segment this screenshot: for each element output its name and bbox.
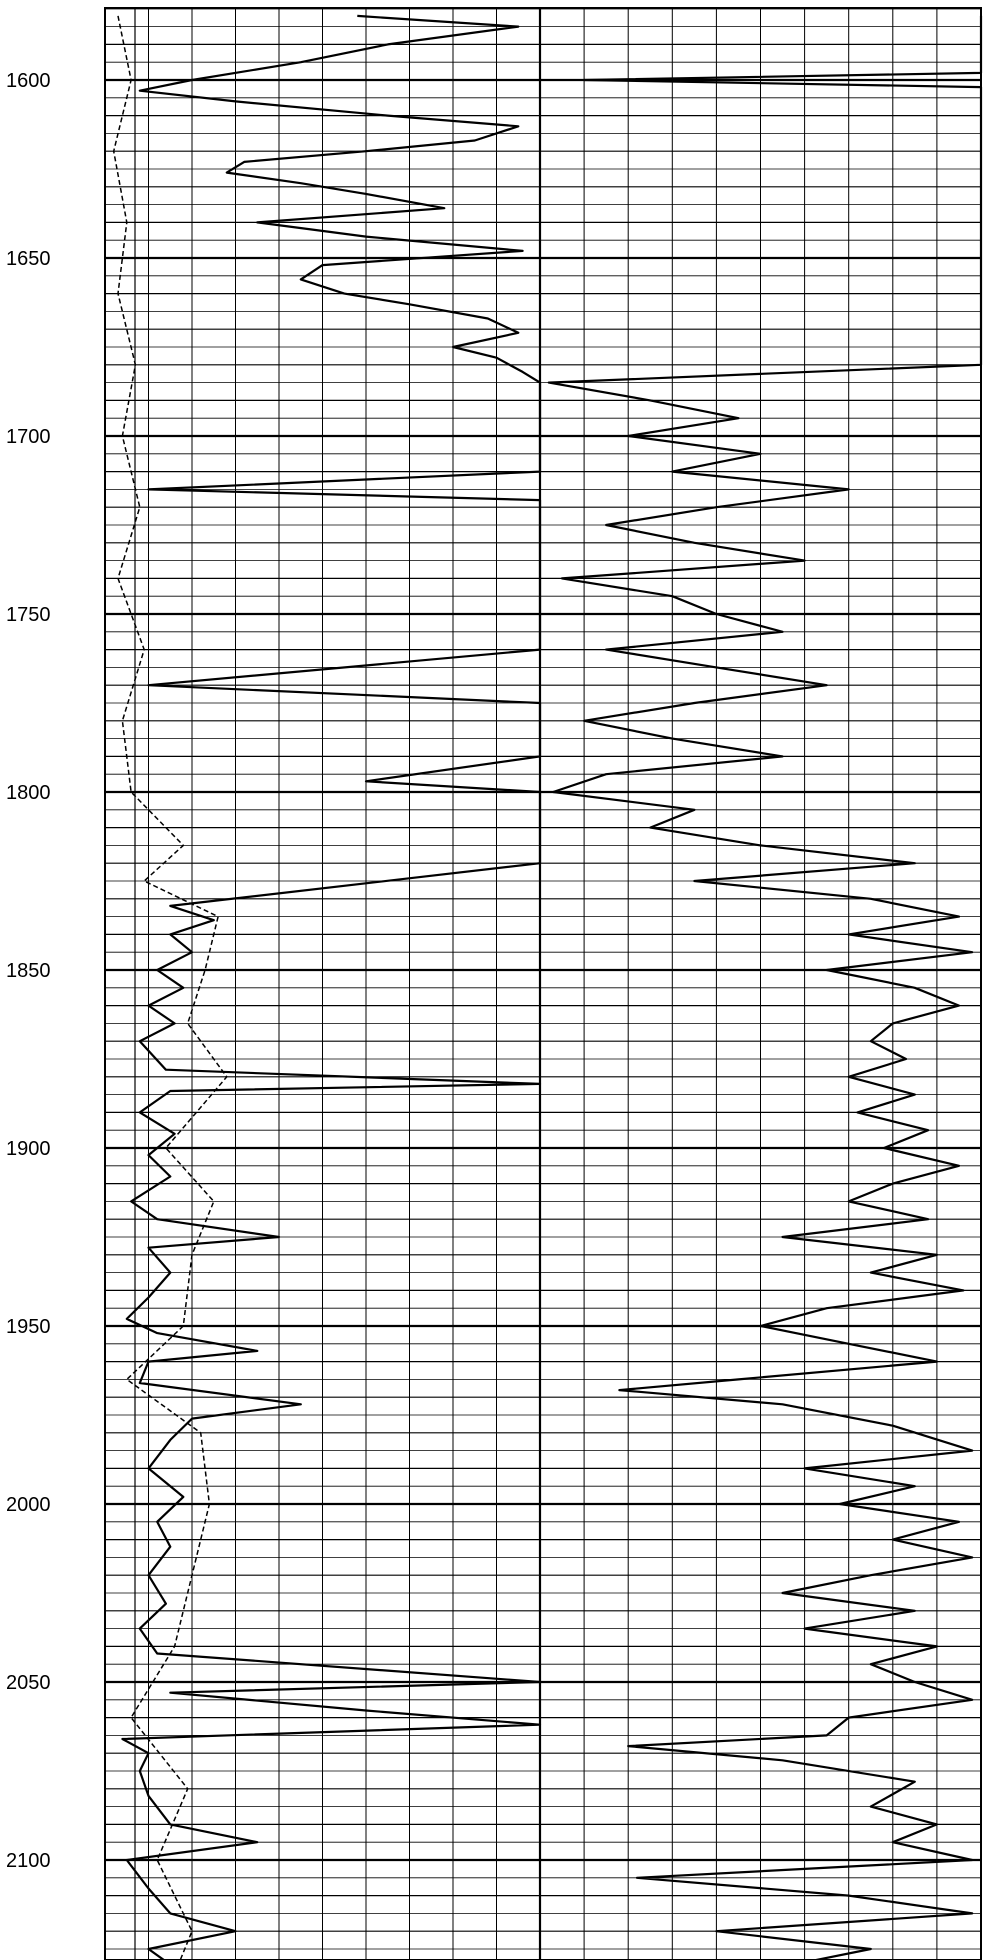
depth-tick-label: 1900 (6, 1138, 51, 1160)
plot-frame (104, 7, 982, 1960)
depth-tick-label: 2100 (6, 1850, 51, 1872)
depth-tick-label: 2050 (6, 1672, 51, 1694)
right-track-solid-curve (547, 15, 983, 1960)
depth-tick-label: 1850 (6, 960, 51, 982)
depth-tick-label: 1700 (6, 426, 51, 448)
depth-tick-label: 1750 (6, 604, 51, 626)
depth-tick-label: 1950 (6, 1316, 51, 1338)
depth-axis-labels: 1600 1650 1700 1750 1800 1850 1900 1950 2000 2050… (6, 70, 51, 1872)
depth-tick-label: 1600 (6, 70, 51, 92)
depth-tick-label: 1650 (6, 248, 51, 270)
left-track-dashed-curve (112, 15, 228, 1960)
depth-tick-label: 2000 (6, 1494, 51, 1516)
log-curves (112, 14, 983, 1960)
depth-tick-label: 1800 (6, 782, 51, 804)
left-track-solid-curve (121, 14, 542, 1960)
log-grid (105, 8, 981, 1960)
